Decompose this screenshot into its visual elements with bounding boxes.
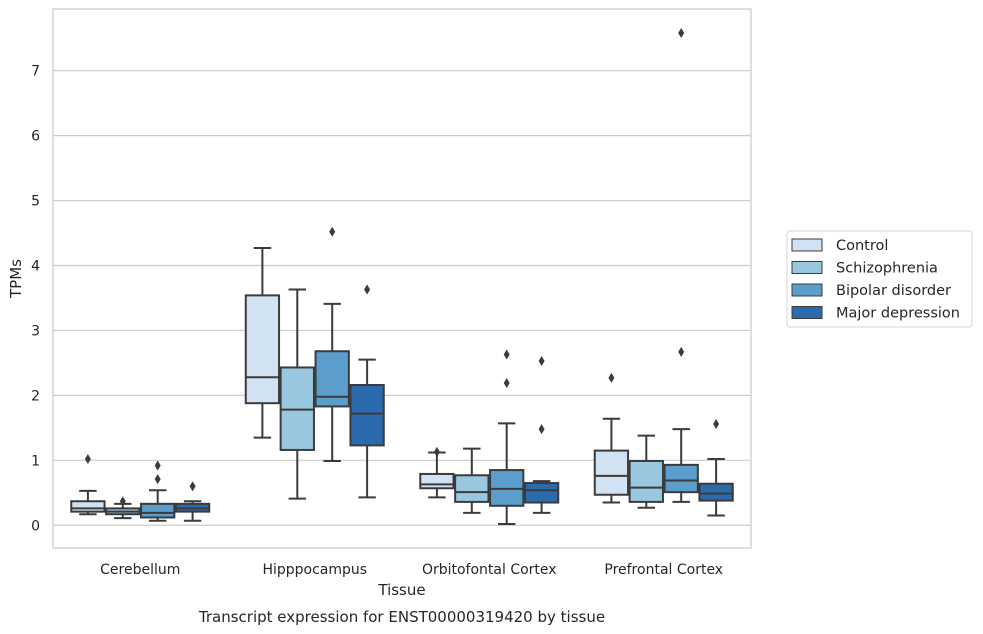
legend: Control Schizophrenia Bipolar disorder Majo… xyxy=(786,230,973,328)
legend-swatch xyxy=(791,306,823,319)
legend-label: Control xyxy=(836,238,888,254)
box-major-depression xyxy=(349,284,385,499)
y-tick-label: 7 xyxy=(31,64,40,80)
outlier-point xyxy=(503,349,510,360)
legend-swatch xyxy=(791,261,823,274)
outlier-point xyxy=(329,226,336,237)
chart-caption: Transcript expression for ENST0000031942… xyxy=(198,608,605,626)
outlier-point xyxy=(364,284,371,295)
box-iqr xyxy=(593,449,630,496)
box-schizophrenia xyxy=(454,447,490,514)
y-tick-label: 3 xyxy=(31,323,40,339)
legend-swatch xyxy=(791,238,823,252)
box-control xyxy=(244,246,281,439)
outlier-point xyxy=(538,424,545,435)
legend-label: Bipolar disorder xyxy=(836,283,951,299)
box-bipolar-disorder xyxy=(140,460,176,522)
box-iqr xyxy=(628,459,664,503)
outlier-point xyxy=(503,378,510,389)
box-major-depression xyxy=(698,418,734,517)
x-axis-title: Tissue xyxy=(377,581,425,599)
box-iqr xyxy=(349,384,385,447)
x-tick-label: Orbitofontal Cortex xyxy=(422,562,557,578)
outlier-point xyxy=(538,355,545,366)
box-groups xyxy=(70,28,734,525)
box-iqr xyxy=(698,482,734,502)
outlier-point xyxy=(433,446,440,457)
box-control xyxy=(419,446,455,499)
box-iqr xyxy=(419,472,455,490)
legend-label: Major depression xyxy=(836,306,960,322)
box-control xyxy=(70,454,106,516)
outlier-point xyxy=(713,418,720,429)
outlier-point xyxy=(189,481,196,492)
box-major-depression xyxy=(174,481,211,522)
y-tick-label: 4 xyxy=(31,259,40,275)
box-major-depression xyxy=(523,355,560,514)
box-schizophrenia xyxy=(105,496,141,520)
plot-frame xyxy=(52,8,752,549)
y-axis-ticks: 0 1 2 3 4 5 6 7 xyxy=(31,64,40,535)
box-bipolar-disorder xyxy=(489,349,525,525)
box-bipolar-disorder xyxy=(663,28,699,503)
box-iqr xyxy=(523,482,560,504)
x-tick-label: Hipppocampus xyxy=(262,562,367,578)
box-iqr xyxy=(454,474,490,503)
outlier-point xyxy=(154,460,161,471)
y-tick-label: 1 xyxy=(31,453,40,469)
box-iqr xyxy=(70,500,106,513)
y-tick-label: 0 xyxy=(31,518,40,534)
box-schizophrenia xyxy=(279,288,315,500)
box-iqr xyxy=(314,350,350,408)
x-axis-ticks: Cerebellum Hipppocampus Orbitofontal Corte… xyxy=(100,562,723,578)
outlier-point xyxy=(608,372,615,383)
box-control xyxy=(593,372,630,504)
y-axis-title: TPMs xyxy=(7,259,25,299)
box-schizophrenia xyxy=(628,434,664,509)
outlier-point xyxy=(119,496,126,507)
box-bipolar-disorder xyxy=(314,226,350,462)
y-gridlines xyxy=(53,70,751,526)
x-tick-label: Prefrontal Cortex xyxy=(604,562,723,578)
outlier-point xyxy=(84,454,91,465)
outlier-point xyxy=(678,346,685,357)
legend-swatch xyxy=(791,283,823,297)
outlier-point xyxy=(154,474,161,485)
legend-frame xyxy=(786,230,973,328)
outlier-point xyxy=(678,28,685,39)
y-tick-label: 6 xyxy=(31,129,40,145)
y-tick-label: 5 xyxy=(31,194,40,210)
y-tick-label: 2 xyxy=(31,388,40,404)
box-iqr xyxy=(140,502,176,519)
x-tick-label: Cerebellum xyxy=(100,562,180,578)
box-iqr xyxy=(244,294,281,405)
box-iqr xyxy=(663,463,699,494)
legend-label: Schizophrenia xyxy=(836,261,938,277)
